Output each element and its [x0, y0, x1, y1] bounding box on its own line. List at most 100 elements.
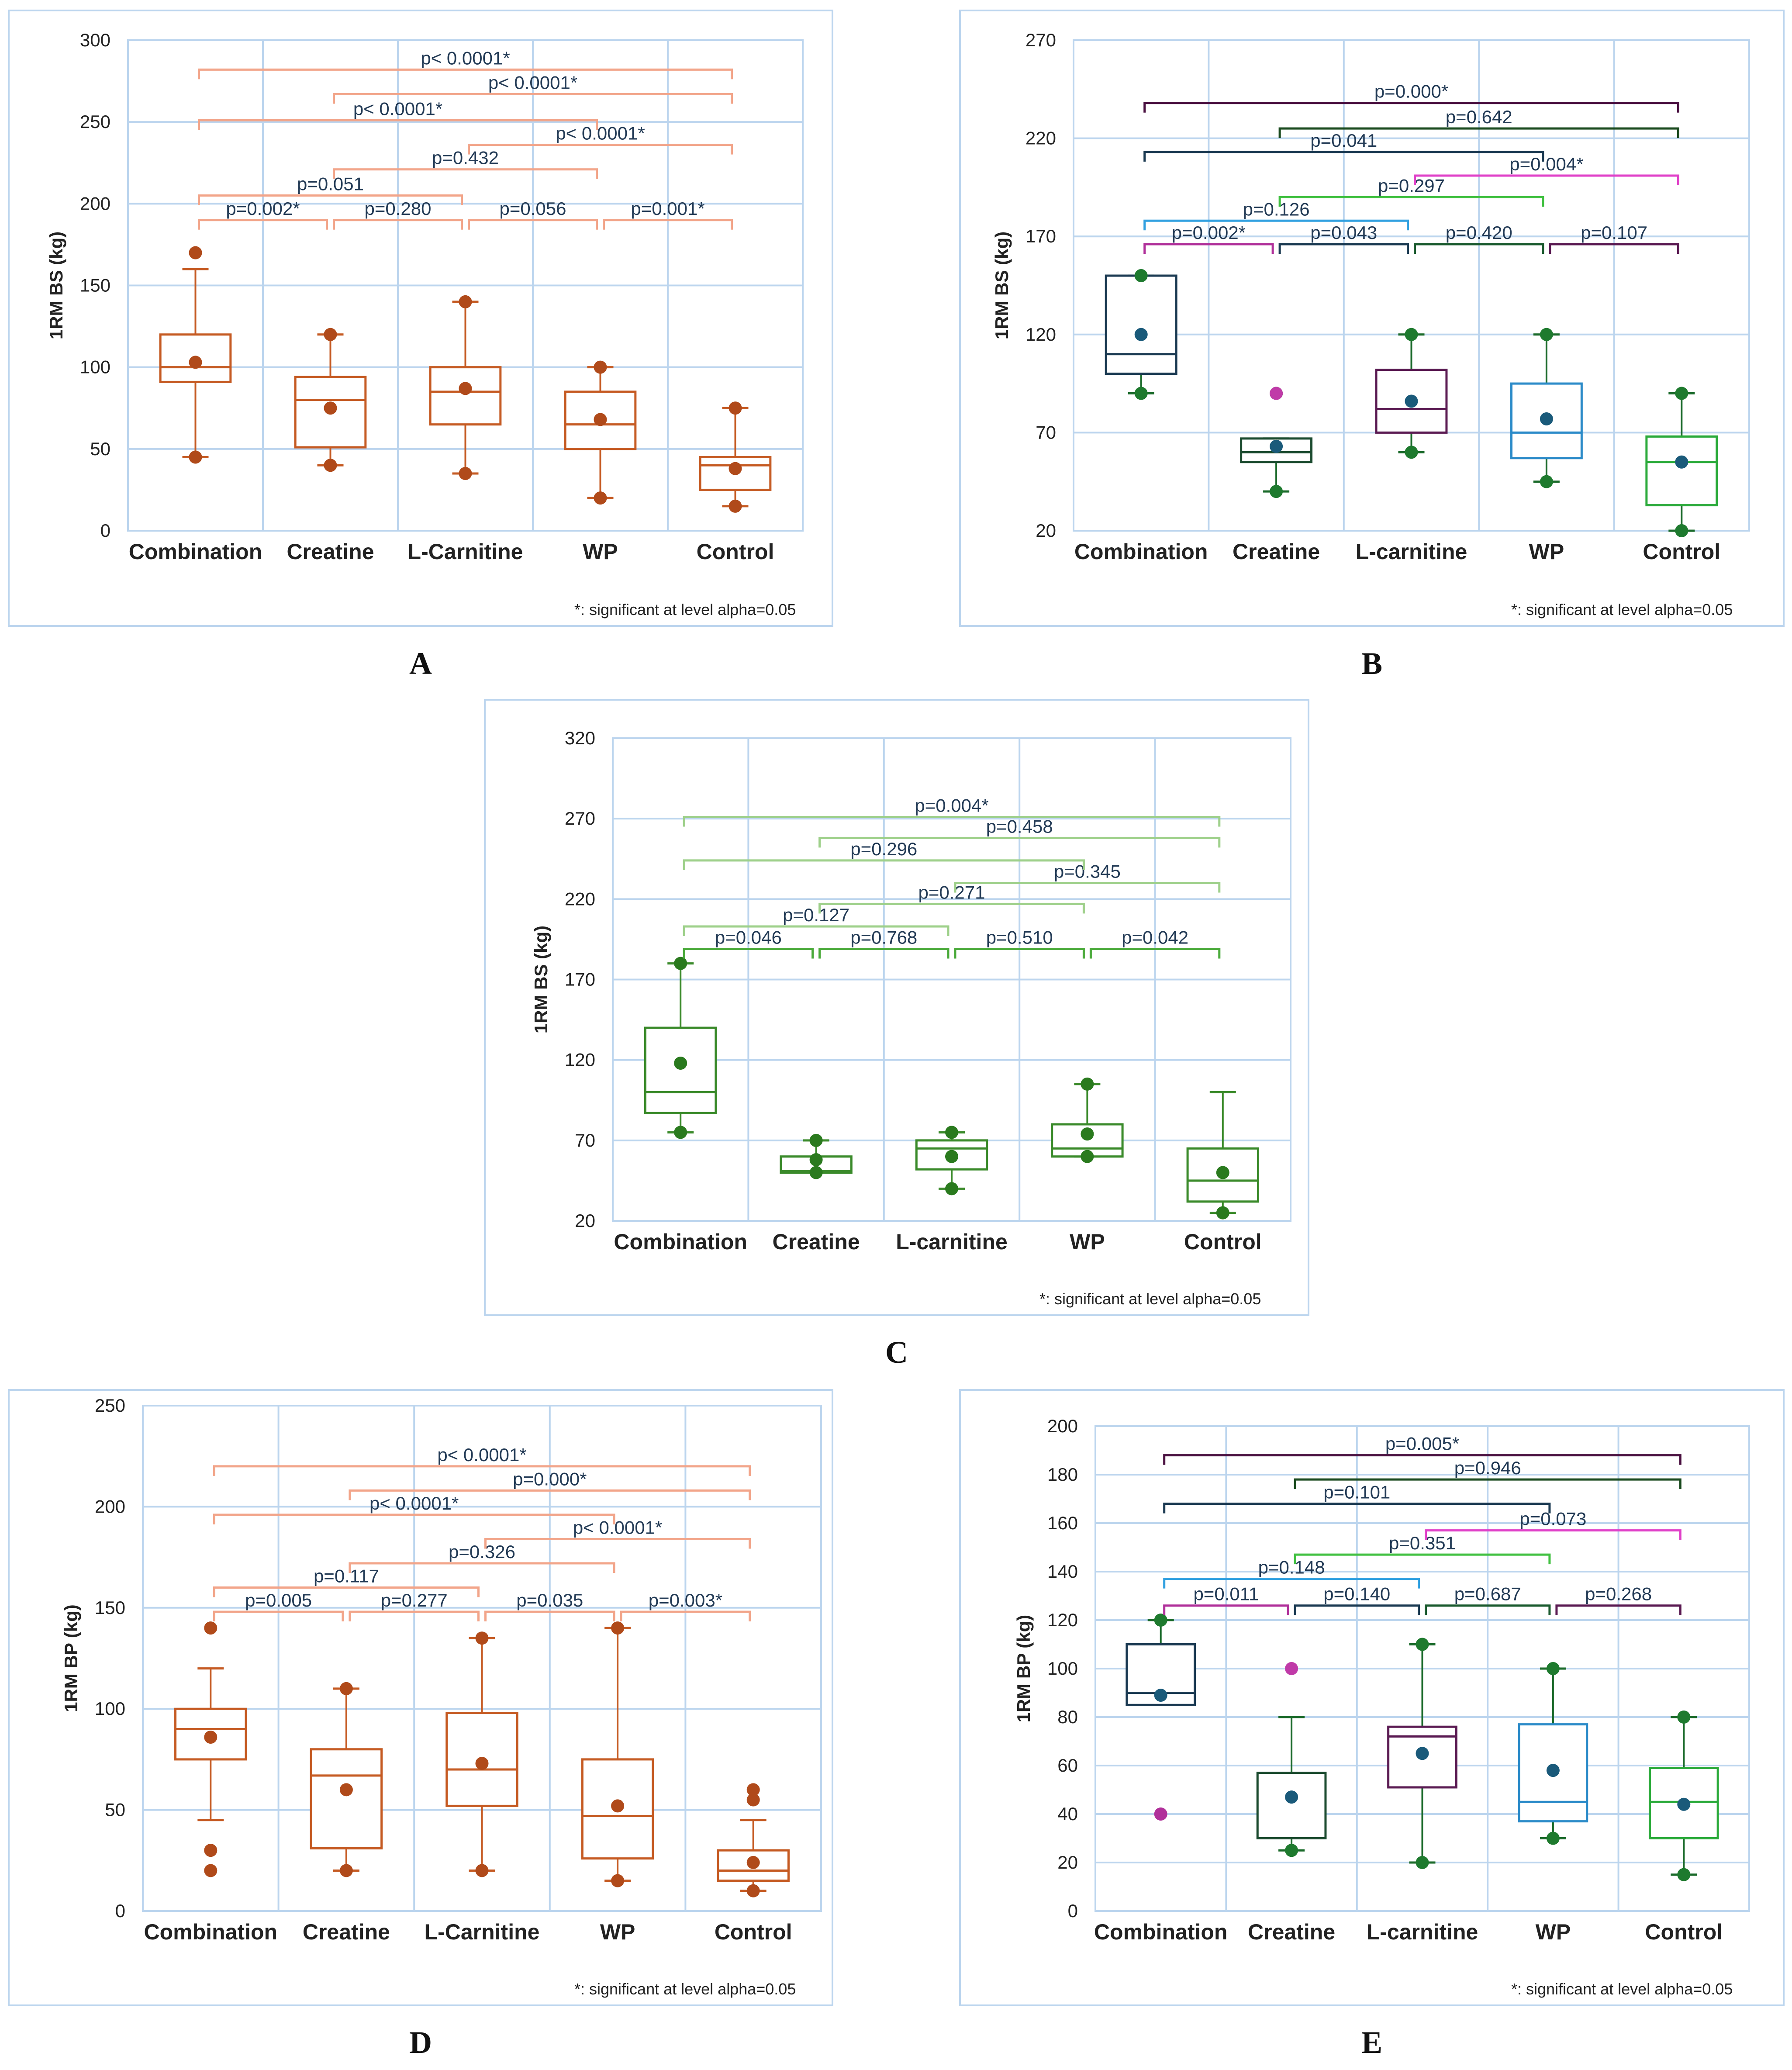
extreme-point: [324, 328, 337, 341]
x-category-label: Control: [1643, 539, 1720, 564]
bracket-line: [1143, 102, 1679, 113]
comparison-bracket: p=0.107: [1549, 222, 1679, 254]
extreme-point: [809, 1166, 823, 1179]
x-category-label: Combination: [144, 1920, 278, 1944]
bracket-line: [1414, 243, 1544, 254]
panel-c-frame: [484, 699, 1309, 1316]
comparison-bracket: p< 0.0001*: [213, 1445, 751, 1476]
bracket-line: [333, 168, 598, 179]
bracket-line: [1414, 174, 1679, 185]
p-value-label: p=0.642: [1446, 107, 1512, 127]
bracket-line: [1425, 1604, 1551, 1615]
p-value-label: p=0.297: [1378, 175, 1445, 196]
extreme-point: [339, 1682, 353, 1695]
panel-b-label: B: [1361, 646, 1383, 681]
bracket-line: [213, 1465, 751, 1476]
mean-point: [611, 1799, 625, 1813]
p-value-label: p=0.101: [1323, 1482, 1390, 1503]
bracket-line: [213, 1586, 480, 1597]
p-value-label: p=0.351: [1389, 1533, 1456, 1553]
p-value-label: p=0.005*: [1385, 1434, 1459, 1454]
comparison-bracket: p=0.345: [954, 861, 1221, 893]
box-control: [1186, 1091, 1260, 1220]
comparison-bracket: p< 0.0001*: [333, 73, 733, 104]
box-body: [1256, 1772, 1327, 1839]
y-tick-label: 220: [565, 888, 595, 909]
extreme-point: [1677, 1868, 1691, 1881]
comparison-bracket: p< 0.0001*: [484, 1517, 751, 1549]
comparison-bracket: p=0.042: [1089, 927, 1221, 959]
comparison-bracket: p=0.296: [683, 839, 1085, 870]
mean-point: [475, 1757, 489, 1770]
y-axis-label: 1RM BS (kg): [991, 232, 1012, 339]
comparison-bracket: p=0.140: [1294, 1584, 1420, 1615]
p-value-label: p=0.268: [1585, 1584, 1652, 1604]
box-combination: [159, 246, 232, 464]
p-value-label: p=0.002*: [1172, 222, 1246, 243]
panel-e-frame: [959, 1389, 1785, 2006]
x-category-label: Combination: [129, 539, 262, 564]
bracket-line: [198, 219, 328, 230]
comparison-bracket: p=0.101: [1163, 1482, 1551, 1514]
mean-point: [339, 1783, 353, 1797]
bracket-line: [1555, 1604, 1682, 1615]
extreme-point: [1405, 446, 1418, 459]
extreme-point: [746, 1783, 760, 1797]
panel-b-footnote: *: significant at level alpha=0.05: [1511, 601, 1733, 619]
panel-c-label: C: [885, 1335, 908, 1370]
bracket-line: [1163, 1454, 1682, 1465]
comparison-bracket: p=0.004*: [683, 795, 1221, 827]
chart-panel-b: 20 70 120 170 220 270 1RM BS (kg) Combination Cr…: [991, 30, 1750, 564]
bracket-line: [1294, 1604, 1420, 1615]
x-category-label: L-Carnitine: [425, 1920, 540, 1944]
comparison-bracket: p=0.277: [349, 1590, 480, 1622]
comparison-bracket: p=0.271: [818, 882, 1085, 914]
y-axis-label: 1RM BP (kg): [1013, 1615, 1034, 1723]
box-combination: [1126, 1614, 1196, 1706]
bracket-line: [198, 68, 733, 79]
p-value-label: p=0.004*: [915, 795, 988, 816]
bracket-line: [1163, 1503, 1551, 1514]
box-body: [1105, 274, 1177, 375]
x-category-label: Combination: [1074, 539, 1208, 564]
p-value-label: p=0.126: [1243, 199, 1310, 219]
extreme-point: [459, 467, 472, 480]
comparison-bracket: p=0.458: [818, 816, 1221, 848]
bracket-line: [1278, 196, 1544, 207]
mean-point: [1416, 1747, 1429, 1760]
extreme-point: [1154, 1614, 1167, 1627]
extreme-point: [475, 1631, 489, 1645]
bracket-line: [468, 144, 733, 155]
y-tick-label: 150: [80, 275, 110, 296]
extreme-point: [1677, 1711, 1691, 1724]
p-value-label: p=0.768: [850, 927, 917, 948]
x-category-label: Control: [715, 1920, 792, 1944]
p-value-label: p=0.003*: [649, 1590, 722, 1610]
extreme-point: [729, 401, 742, 415]
y-tick-label: 0: [100, 520, 110, 541]
bracket-line: [1278, 127, 1679, 138]
y-tick-label: 220: [1025, 128, 1056, 149]
y-tick-label: 100: [95, 1698, 125, 1719]
p-value-label: p=0.005: [245, 1590, 312, 1610]
extreme-point: [1540, 475, 1553, 488]
extreme-point: [1405, 328, 1418, 341]
comparison-bracket: p=0.000*: [1143, 81, 1679, 113]
extreme-point: [746, 1884, 760, 1897]
mean-point: [1675, 455, 1688, 469]
special-outlier-point: [1270, 387, 1283, 400]
p-value-label: p=0.042: [1122, 927, 1188, 948]
comparison-bracket: p=0.297: [1278, 175, 1544, 207]
mean-point: [189, 356, 202, 369]
comparison-bracket: p< 0.0001*: [198, 98, 598, 130]
box-control: [1645, 387, 1718, 537]
comparison-bracket: p< 0.0001*: [198, 48, 733, 79]
comparison-bracket: p=0.117: [213, 1566, 480, 1597]
mean-point: [324, 401, 337, 415]
p-value-label: p< 0.0001*: [369, 1493, 459, 1514]
mean-point: [1154, 1689, 1167, 1702]
y-tick-label: 20: [1036, 520, 1056, 541]
comparison-bracket: p=0.000*: [349, 1469, 751, 1500]
bracket-line: [198, 119, 598, 130]
extreme-point: [611, 1621, 625, 1635]
